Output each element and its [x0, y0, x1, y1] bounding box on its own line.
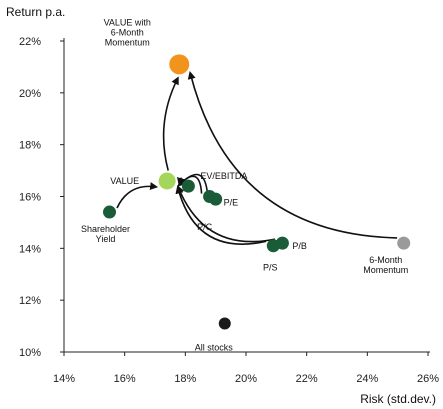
arrows [116, 71, 398, 245]
y-tick-label: 10% [19, 347, 41, 359]
y-tick-label: 16% [19, 192, 41, 204]
point-value-momentum [169, 54, 190, 75]
ticks: 14% 16% 18% 20% 22% 24% 26% 10% 12% 14% 16% 18% 20% 2… [19, 36, 439, 385]
label-ps: P/S [263, 263, 278, 273]
label-shareholder-yield: Yield [96, 234, 116, 244]
arrow-pb-to-value [176, 185, 276, 243]
x-tick-label: 20% [235, 373, 257, 385]
label-momentum: Momentum [363, 265, 408, 275]
y-tick-label: 14% [19, 243, 41, 255]
y-tick-label: 20% [19, 88, 41, 100]
points [103, 54, 411, 330]
label-all-stocks: All stocks [195, 342, 234, 352]
label-value-momentum: 6-Month [111, 27, 144, 37]
x-tick-label: 14% [53, 373, 75, 385]
y-axis-title: Return p.a. [6, 5, 65, 19]
label-ev-ebitda: EV/EBITDA [200, 171, 247, 181]
arrow-value-to-value-momentum [162, 76, 179, 171]
point-all-stocks [218, 317, 231, 330]
label-pb: P/B [292, 241, 307, 251]
label-momentum: 6-Month [369, 255, 402, 265]
x-tick-label: 26% [417, 373, 439, 385]
y-tick-label: 12% [19, 295, 41, 307]
arrow-ps-to-value [175, 185, 267, 245]
y-tick-label: 18% [19, 140, 41, 152]
x-axis-title: Risk (std.dev.) [360, 392, 436, 406]
x-tick-label: 16% [114, 373, 136, 385]
label-value-momentum: VALUE with [104, 17, 151, 27]
label-pe: P/E [224, 198, 239, 208]
point-shareholder-yield [103, 205, 116, 219]
label-pc: P/C [197, 222, 213, 232]
label-shareholder-yield: Shareholder [81, 224, 130, 234]
y-tick-label: 22% [19, 36, 41, 48]
x-tick-label: 24% [356, 373, 378, 385]
point-pc [209, 192, 223, 206]
point-ps [266, 239, 280, 253]
x-tick-label: 18% [174, 373, 196, 385]
label-value-momentum: Momentum [105, 37, 150, 47]
axes [63, 38, 430, 353]
point-value [158, 172, 176, 190]
x-tick-label: 22% [296, 373, 318, 385]
point-momentum [397, 236, 411, 250]
point-ev-ebitda [181, 179, 195, 193]
arrow-shareholder-yield-to-value [116, 182, 159, 209]
arrow-momentum-to-value-momentum [187, 71, 398, 239]
label-value: VALUE [110, 176, 139, 186]
